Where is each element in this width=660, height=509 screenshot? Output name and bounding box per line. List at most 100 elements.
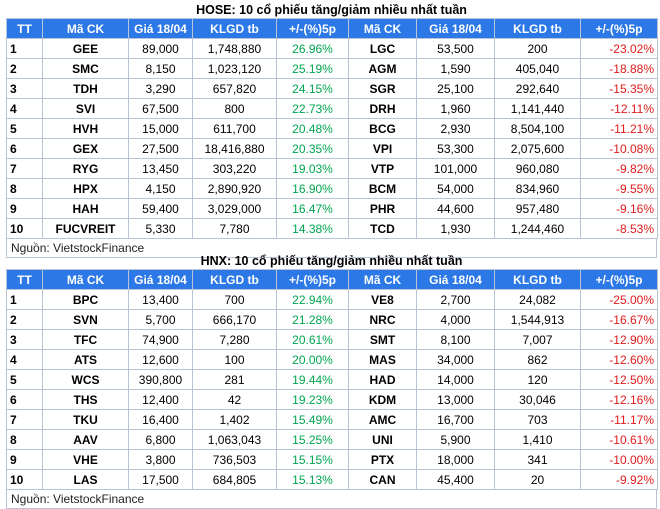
loser-volume: 292,640 (494, 78, 581, 99)
gainer-change: 19.23% (276, 389, 349, 410)
gainer-change: 16.90% (276, 178, 349, 199)
gainer-price: 4,150 (128, 178, 193, 199)
table-row: 8 HPX 4,150 2,890,920 16.90% BCM 54,000 834,960… (6, 178, 658, 199)
hose-table: TT Mã CK Giá 18/04 KLGD tb +/-(%)5p Mã C… (6, 18, 658, 239)
col-header-up-price: Giá 18/04 (128, 18, 193, 39)
loser-code: CAN (348, 469, 417, 490)
loser-volume: 30,046 (494, 389, 581, 410)
row-rank: 7 (6, 158, 43, 179)
col-header-down-code: Mã CK (348, 18, 417, 39)
loser-code: VPI (348, 138, 417, 159)
col-header-down-price: Giá 18/04 (416, 18, 495, 39)
col-header-up-volume: KLGD tb (192, 18, 277, 39)
gainer-price: 67,500 (128, 98, 193, 119)
col-header-down-volume: KLGD tb (494, 269, 581, 290)
gainer-change: 25.19% (276, 58, 349, 79)
loser-price: 44,600 (416, 198, 495, 219)
gainer-price: 12,600 (128, 349, 193, 370)
loser-volume: 960,080 (494, 158, 581, 179)
loser-volume: 1,141,440 (494, 98, 581, 119)
table-row: 9 VHE 3,800 736,503 15.15% PTX 18,000 341 -10.00… (6, 449, 658, 470)
loser-price: 14,000 (416, 369, 495, 390)
loser-change: -12.11% (580, 98, 658, 119)
row-rank: 4 (6, 98, 43, 119)
gainer-code: AAV (42, 429, 129, 450)
gainer-volume: 700 (192, 289, 277, 310)
col-header-up-volume: KLGD tb (192, 269, 277, 290)
col-header-up-change: +/-(%)5p (276, 18, 349, 39)
gainer-change: 20.61% (276, 329, 349, 350)
gainer-code: HVH (42, 118, 129, 139)
col-header-down-change: +/-(%)5p (580, 269, 658, 290)
loser-change: -9.55% (580, 178, 658, 199)
loser-volume: 1,244,460 (494, 218, 581, 239)
gainer-volume: 1,063,043 (192, 429, 277, 450)
row-rank: 10 (6, 218, 43, 239)
gainer-change: 21.28% (276, 309, 349, 330)
loser-code: HAD (348, 369, 417, 390)
loser-volume: 834,960 (494, 178, 581, 199)
gainer-volume: 657,820 (192, 78, 277, 99)
loser-volume: 7,007 (494, 329, 581, 350)
loser-price: 45,400 (416, 469, 495, 490)
gainer-volume: 3,029,000 (192, 198, 277, 219)
gainer-price: 8,150 (128, 58, 193, 79)
table-row: 6 THS 12,400 42 19.23% KDM 13,000 30,046 -12.16% (6, 389, 658, 410)
gainer-price: 13,450 (128, 158, 193, 179)
gainer-price: 5,700 (128, 309, 193, 330)
loser-volume: 341 (494, 449, 581, 470)
table-row: 4 SVI 67,500 800 22.73% DRH 1,960 1,141,440 -12.… (6, 98, 658, 119)
hnx-title: HNX: 10 cổ phiếu tăng/giảm nhiều nhất tu… (200, 254, 463, 268)
loser-volume: 862 (494, 349, 581, 370)
gainer-code: SVN (42, 309, 129, 330)
loser-volume: 20 (494, 469, 581, 490)
gainer-price: 3,800 (128, 449, 193, 470)
gainer-change: 15.13% (276, 469, 349, 490)
hose-header-row: TT Mã CK Giá 18/04 KLGD tb +/-(%)5p Mã C… (6, 18, 658, 39)
loser-code: AGM (348, 58, 417, 79)
gainer-price: 3,290 (128, 78, 193, 99)
hose-table-body: 1 GEE 89,000 1,748,880 26.96% LGC 53,500 200 -23… (6, 38, 658, 239)
loser-volume: 1,410 (494, 429, 581, 450)
hnx-header-row: TT Mã CK Giá 18/04 KLGD tb +/-(%)5p Mã C… (6, 269, 658, 290)
loser-change: -25.00% (580, 289, 658, 310)
gainer-volume: 1,402 (192, 409, 277, 430)
gainer-volume: 100 (192, 349, 277, 370)
loser-code: VE8 (348, 289, 417, 310)
gainer-volume: 7,780 (192, 218, 277, 239)
gainer-code: TKU (42, 409, 129, 430)
col-header-up-change: +/-(%)5p (276, 269, 349, 290)
loser-code: VTP (348, 158, 417, 179)
loser-volume: 24,082 (494, 289, 581, 310)
table-row: 7 RYG 13,450 303,220 19.03% VTP 101,000 960,080… (6, 158, 658, 179)
gainer-price: 74,900 (128, 329, 193, 350)
gainer-change: 15.15% (276, 449, 349, 470)
gainer-price: 12,400 (128, 389, 193, 410)
loser-change: -10.61% (580, 429, 658, 450)
gainer-code: WCS (42, 369, 129, 390)
loser-price: 1,590 (416, 58, 495, 79)
gainer-change: 22.73% (276, 98, 349, 119)
row-rank: 5 (6, 118, 43, 139)
gainer-price: 390,800 (128, 369, 193, 390)
loser-change: -11.21% (580, 118, 658, 139)
loser-volume: 405,040 (494, 58, 581, 79)
loser-code: TCD (348, 218, 417, 239)
gainer-volume: 800 (192, 98, 277, 119)
loser-code: MAS (348, 349, 417, 370)
loser-change: -10.00% (580, 449, 658, 470)
gainer-price: 6,800 (128, 429, 193, 450)
loser-change: -9.82% (580, 158, 658, 179)
loser-price: 2,700 (416, 289, 495, 310)
table-row: 3 TFC 74,900 7,280 20.61% SMT 8,100 7,007 -12.90… (6, 329, 658, 350)
loser-code: BCG (348, 118, 417, 139)
table-row: 2 SVN 5,700 666,170 21.28% NRC 4,000 1,544,913-… (6, 309, 658, 330)
gainer-price: 17,500 (128, 469, 193, 490)
loser-change: -12.16% (580, 389, 658, 410)
row-rank: 8 (6, 429, 43, 450)
loser-price: 4,000 (416, 309, 495, 330)
gainer-change: 14.38% (276, 218, 349, 239)
loser-price: 1,960 (416, 98, 495, 119)
loser-code: KDM (348, 389, 417, 410)
loser-price: 16,700 (416, 409, 495, 430)
